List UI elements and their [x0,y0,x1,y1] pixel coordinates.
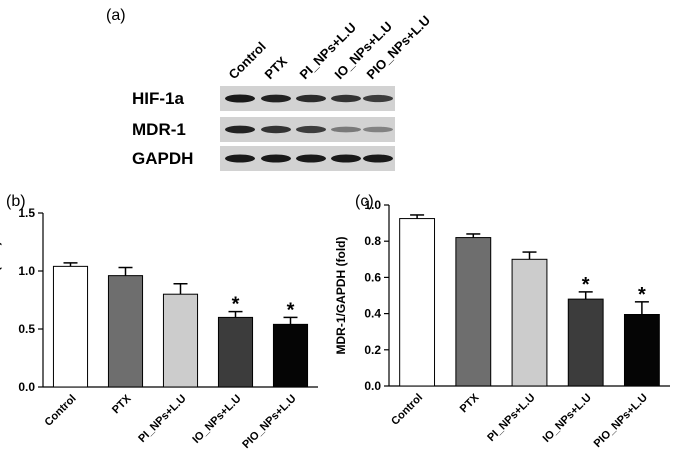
blot-row-label: HIF-1a [132,89,185,108]
y-tick-label: 0.5 [18,322,35,336]
y-axis-label: MDR-1/GAPDH (fold) [334,237,348,355]
bar [162,293,199,388]
bar [623,314,660,387]
blot-band [261,154,291,163]
blot-band [331,154,361,163]
blot-band [331,94,361,103]
bar [272,323,309,388]
bar [511,258,548,387]
chart-hif1a: 0.0 0.5 1.0 1.5 HIF-1α/GAPDH (fold) Control PT… [0,206,318,451]
blot-band [363,94,393,103]
category-label: PI_NPs+L.U [136,393,188,445]
panel-label-b: (b) [6,193,26,210]
y-tick-label: 0.8 [364,234,381,248]
category-label: Control [389,392,425,428]
blot-band [261,94,291,103]
bar [399,218,436,387]
category-label: PIO_NPs+L.U [240,393,298,451]
y-axis-label: HIF-1α/GAPDH (fold) [0,241,2,358]
blot-band [225,125,255,134]
category-label: IO_NPs+L.U [541,392,594,445]
y-tick-label: 1.0 [364,198,381,212]
blot-band [363,126,393,133]
bar [52,265,89,388]
blot-band [331,126,361,133]
lane-label: PTX [262,53,291,82]
significance-marker: * [638,284,646,306]
bar [455,237,492,387]
lane-label: Control [226,39,269,82]
y-tick-label: 0.0 [364,379,381,393]
blot-row-label: MDR-1 [132,120,186,139]
category-label: PIO_NPs+L.U [592,392,650,450]
category-label: PTX [458,391,482,415]
y-tick-label: 0.2 [364,343,381,357]
bar [567,298,604,387]
bar [107,275,144,388]
panel-label-a: (a) [106,7,126,24]
y-tick-label: 1.5 [18,206,35,220]
y-tick-label: 1.0 [18,264,35,278]
panel-label-c: (c) [355,193,374,210]
significance-marker: * [232,294,240,316]
category-label: IO_NPs+L.U [190,393,243,446]
category-label: Control [42,393,78,429]
y-tick-label: 0.4 [364,307,381,321]
category-label: PI_NPs+L.U [485,392,537,444]
blot-band [296,94,326,103]
blot-band [225,94,255,103]
bar [217,316,254,388]
significance-marker: * [582,274,590,296]
blot-band [363,154,393,163]
significance-marker: * [287,299,295,321]
y-tick-label: 0.6 [364,270,381,284]
blot-band [261,125,291,134]
y-tick-label: 0.0 [18,380,35,394]
blot-row-label: GAPDH [132,149,193,168]
chart-mdr1: 0.0 0.2 0.4 0.6 0.8 1.0 MDR-1/GAPDH (fold) Cont… [334,198,670,450]
blot-band [225,154,255,163]
blot-band [296,125,326,134]
blot-band [296,154,326,163]
category-label: PTX [110,392,134,416]
